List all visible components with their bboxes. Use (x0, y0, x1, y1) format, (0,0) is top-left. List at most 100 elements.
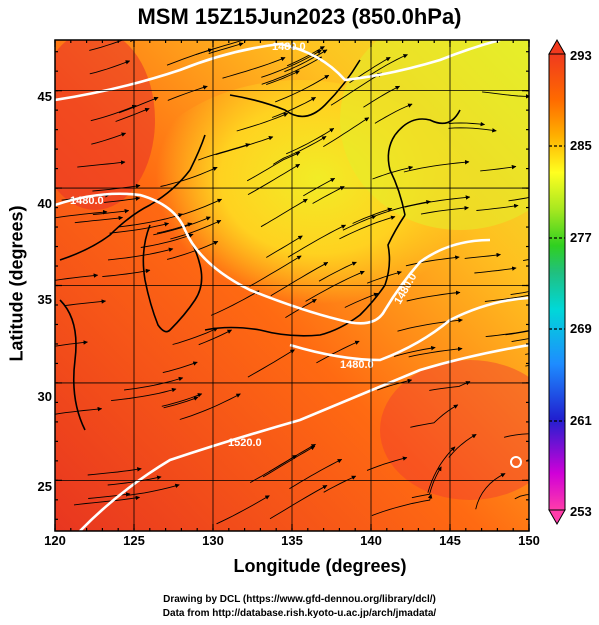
wind-streamline (344, 292, 379, 308)
wind-streamline (406, 290, 461, 302)
wind-streamline (249, 454, 298, 483)
wind-streamline (352, 207, 393, 224)
temperature-field: 1480.0 1480.0 1480.0 1480.0 1520.0 (55, 40, 529, 531)
wind-streamline (249, 255, 302, 287)
wind-streamline (216, 495, 270, 525)
colorbar-tick-label: 277 (570, 230, 592, 245)
wind-streamline (366, 456, 408, 471)
wind-streamline (102, 268, 151, 278)
wind-streamline (87, 467, 142, 476)
wind-streamline (162, 361, 198, 374)
colorbar-tick-label: 285 (570, 138, 592, 153)
wind-streamline (172, 327, 219, 345)
y-tick-label: 40 (37, 196, 52, 211)
y-tick-label: 30 (37, 389, 52, 404)
wind-streamline (330, 72, 382, 106)
wind-streamline (365, 54, 408, 79)
wind-streamline (476, 203, 519, 211)
wind-streamline (153, 216, 211, 236)
wind-streamline (318, 261, 357, 282)
credit-drawing: Drawing by DCL (https://www.gfd-dennou.o… (163, 594, 436, 605)
wind-streamline (55, 340, 88, 347)
wind-streamline (247, 163, 301, 195)
wind-streamline (408, 346, 463, 358)
y-tick-label: 45 (37, 89, 52, 104)
low-center-marker (510, 456, 522, 468)
wind-streamline (474, 266, 517, 274)
wind-streamline (107, 475, 162, 486)
wind-streamline (109, 222, 170, 234)
wind-streamline (73, 495, 141, 506)
wind-streamline (179, 393, 241, 420)
y-axis-label: Latitude (degrees) (6, 205, 27, 362)
wind-streamline (270, 262, 329, 297)
x-tick-label: 150 (518, 533, 540, 548)
wind-streamline (397, 318, 463, 332)
coastlines (59, 59, 461, 431)
wind-streamline (210, 290, 260, 316)
wind-streamline (89, 60, 131, 75)
colorbar (548, 38, 566, 526)
wind-streamline (289, 458, 343, 490)
wind-streamline (316, 340, 360, 364)
wind-streamline (166, 48, 213, 66)
wind-streamline (157, 222, 193, 234)
wind-streamline (89, 40, 125, 51)
wind-streamline (77, 160, 126, 168)
wind-streamline (485, 328, 529, 338)
wind-streamline (448, 121, 486, 127)
wind-streamline (505, 330, 529, 336)
wind-streamline (247, 349, 295, 378)
wind-streamline (115, 107, 150, 122)
y-tick-label: 25 (37, 479, 52, 494)
colorbar-top-arrow (548, 38, 566, 55)
x-axis-label: Longitude (degrees) (233, 556, 407, 576)
colorbar-bottom-arrow (548, 509, 566, 526)
wind-streamline (371, 493, 433, 517)
colorbar-tick-label: 253 (570, 504, 592, 519)
wind-streamline (111, 387, 177, 402)
y-tick-label: 35 (37, 292, 52, 307)
wind-streamline (272, 136, 327, 165)
wind-streamline (377, 378, 413, 391)
wind-streamline (246, 151, 301, 182)
wind-streamline (448, 127, 497, 133)
wind-streamline (130, 40, 136, 42)
wind-streamline (503, 433, 529, 438)
wind-streamline (393, 345, 436, 357)
wind-streamline (262, 445, 316, 478)
wind-streamline (160, 166, 218, 187)
wind-streamline (475, 473, 506, 510)
contour-label: 1520.0 (228, 437, 262, 449)
x-tick-label: 135 (281, 533, 303, 548)
wind-streamline (508, 196, 529, 202)
wind-streamline (208, 42, 244, 55)
wind-streamline (511, 338, 529, 343)
height-contours (55, 40, 529, 531)
wind-streamline (161, 393, 203, 407)
wind-streamline (90, 104, 137, 122)
x-tick-label: 120 (44, 533, 66, 548)
wind-streamline (420, 205, 469, 215)
contour-label: 1480.0 (70, 195, 104, 207)
wind-streamline (126, 483, 180, 496)
wind-streamline (140, 233, 194, 248)
wind-streamline (269, 485, 328, 520)
colorbar-scale (548, 53, 566, 511)
wind-streamline (403, 159, 470, 173)
wind-streamline (464, 252, 501, 259)
wind-streamline (55, 209, 108, 219)
wind-streamline (260, 198, 308, 228)
wind-streamline (167, 85, 208, 101)
wind-streamline (480, 164, 517, 172)
wind-streamline (91, 132, 127, 145)
credit-data: Data from http://database.rish.kyoto-u.a… (162, 608, 437, 619)
wind-streamline (271, 97, 316, 118)
wind-streamline (266, 70, 300, 86)
wind-streamline (198, 329, 233, 346)
wind-streamline (118, 96, 159, 114)
wind-streamline (261, 56, 323, 85)
wind-streamline (367, 270, 402, 284)
wind-streamline (286, 128, 335, 155)
